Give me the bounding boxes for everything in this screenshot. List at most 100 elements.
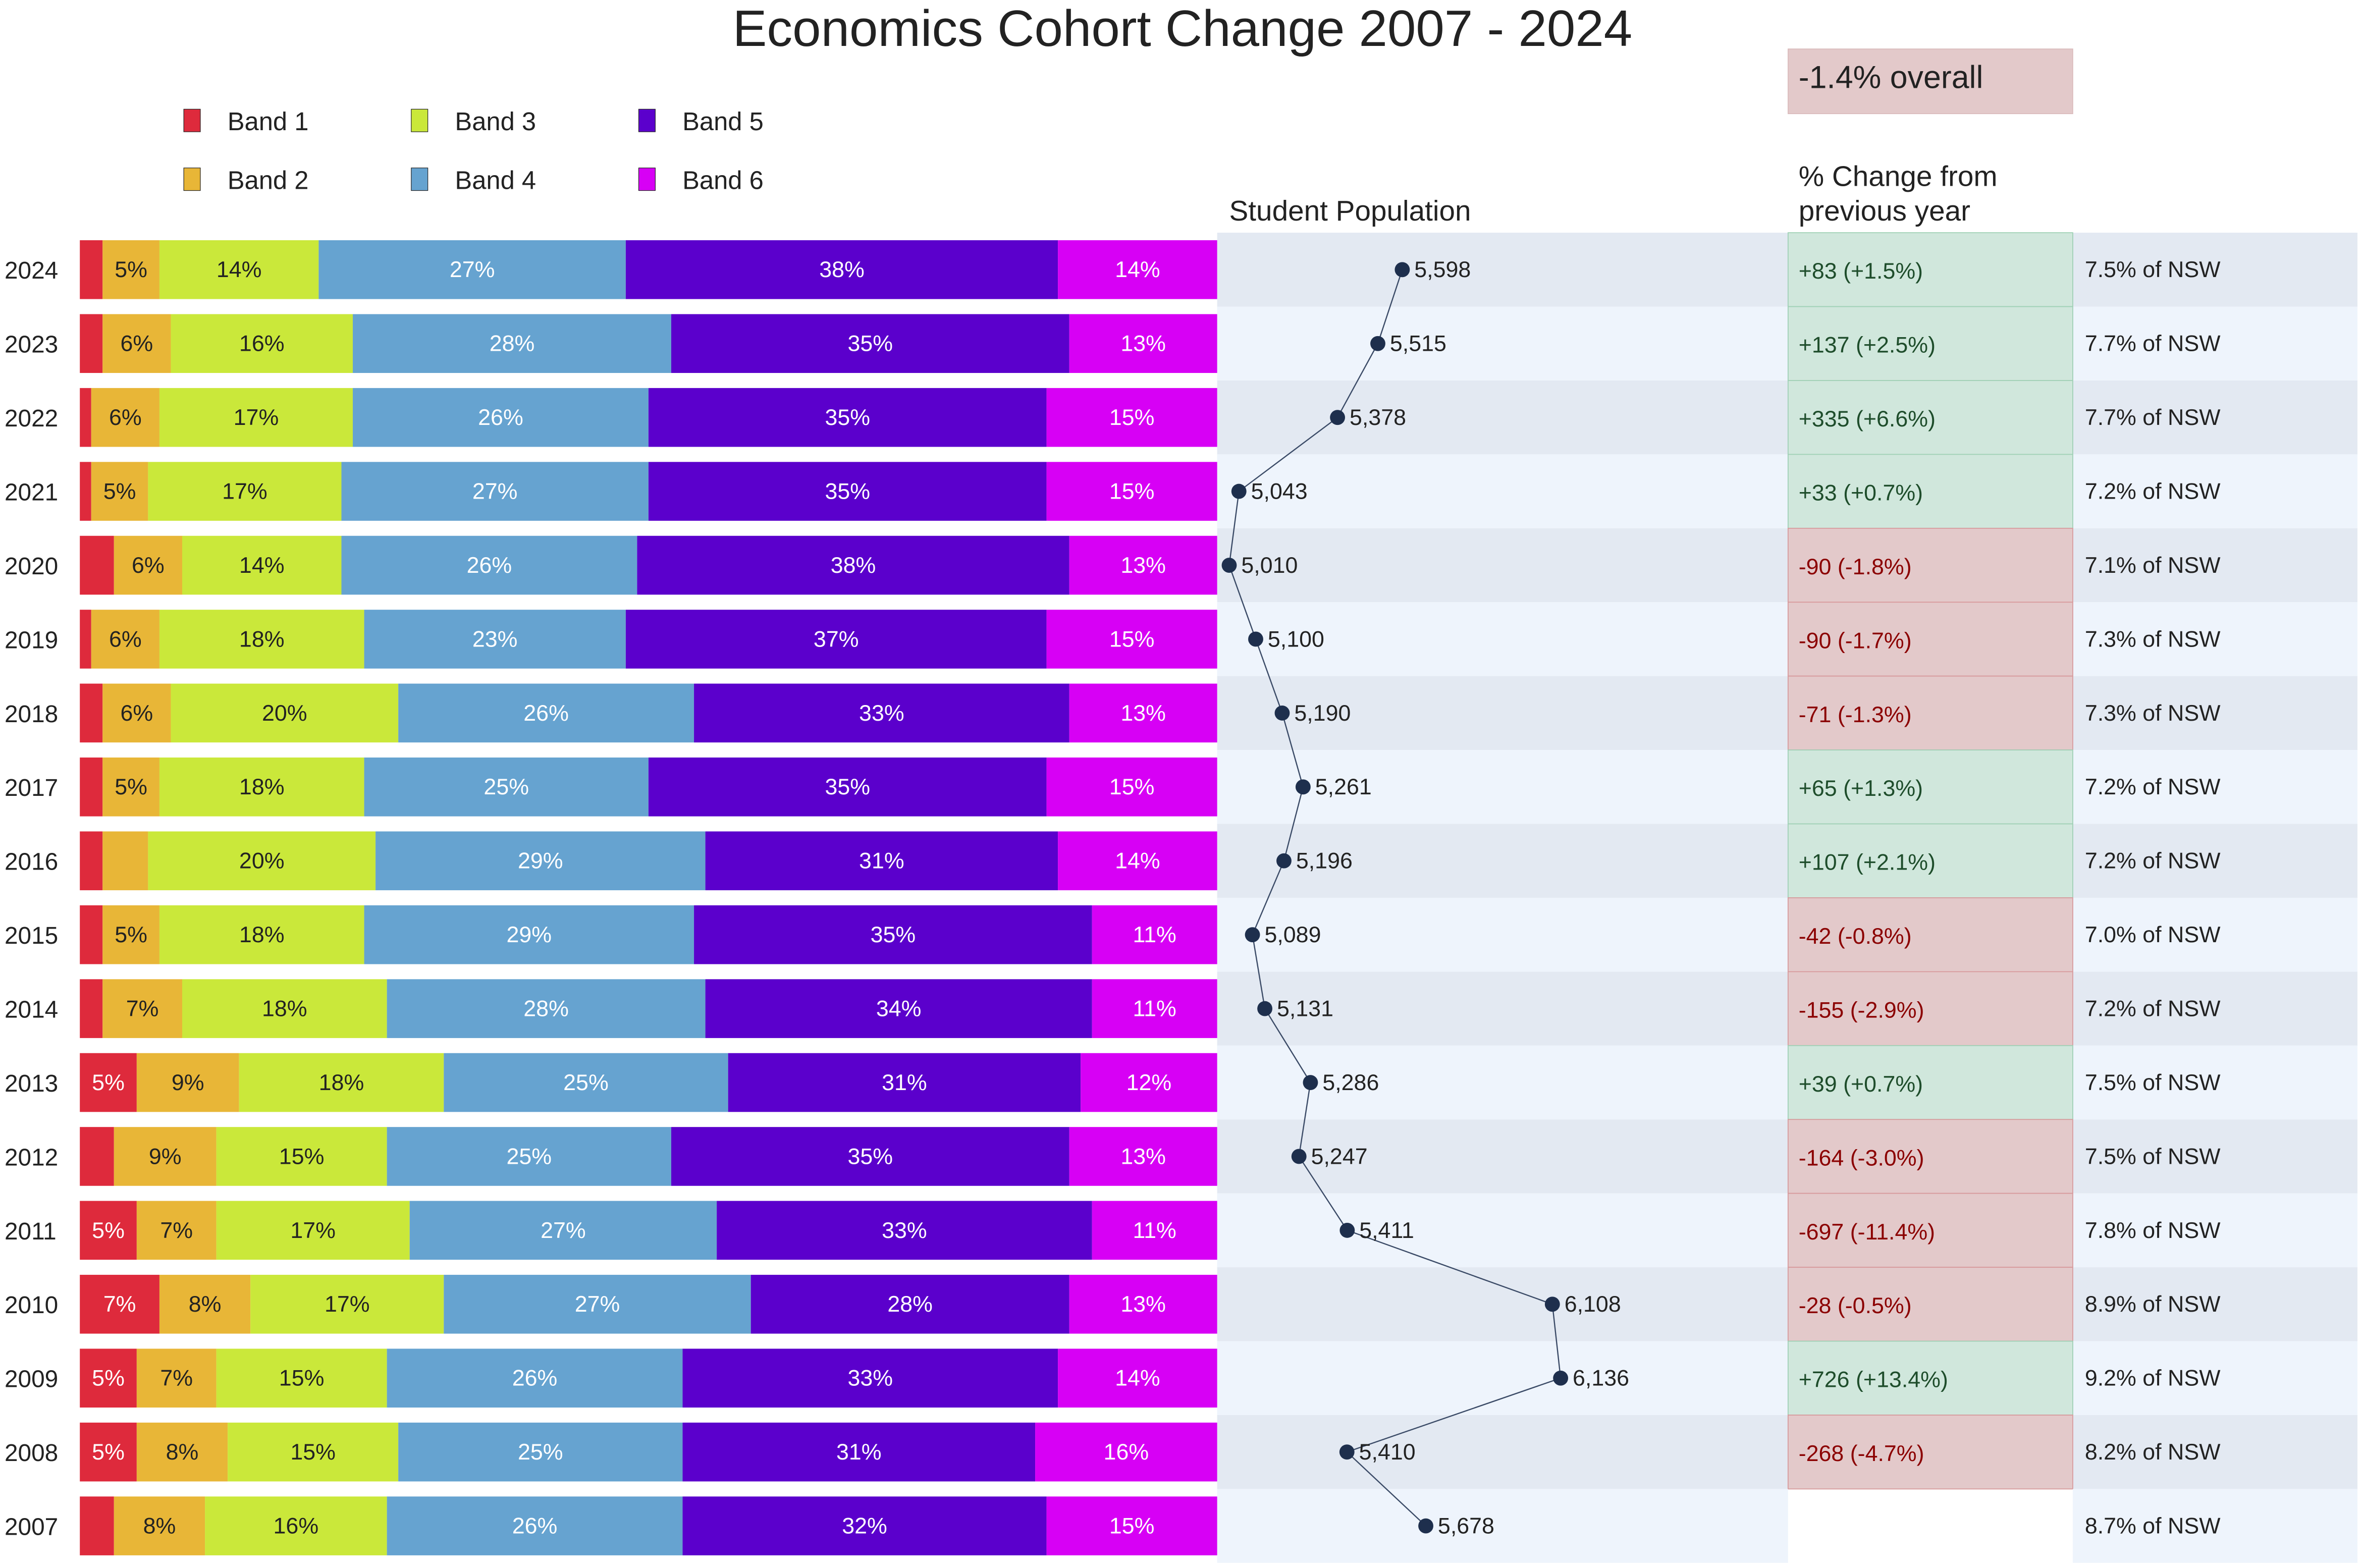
change-label: -90 (-1.8%): [1799, 554, 1912, 579]
bar-segment-band-5: [625, 610, 1047, 669]
population-cell: [1217, 233, 1788, 307]
bar-segment-band-5: [682, 1348, 1058, 1408]
bar-segment-band-2: [102, 905, 159, 964]
change-cell: [1787, 1193, 2073, 1268]
year-label: 2013: [5, 1070, 58, 1097]
bar-label-band-2: 5%: [115, 257, 147, 282]
bar-label-band-3: 18%: [239, 922, 285, 947]
legend-swatch-band-5: [638, 109, 656, 132]
bar-segment-band-4: [398, 683, 694, 743]
bar-segment-band-2: [91, 610, 159, 669]
nsw-share-label: 8.7% of NSW: [2085, 1513, 2221, 1539]
bar-segment-band-2: [114, 1127, 217, 1186]
population-label: 5,010: [1241, 553, 1298, 578]
bar-segment-band-5: [648, 462, 1047, 521]
population-point: [1276, 853, 1292, 869]
bar-label-band-2: 9%: [172, 1070, 204, 1095]
bar-segment-band-3: [216, 1348, 387, 1408]
population-cell: [1217, 1045, 1788, 1120]
bar-label-band-3: 14%: [217, 257, 262, 282]
bar-label-band-2: 8%: [189, 1291, 222, 1317]
bar-segment-band-3: [148, 462, 342, 521]
year-label: 2017: [5, 775, 58, 801]
bar-segment-band-1: [80, 758, 103, 817]
bar-segment-band-5: [625, 240, 1058, 299]
bar-label-band-2: 7%: [160, 1218, 193, 1243]
bar-segment-band-3: [216, 1201, 410, 1260]
bar-label-band-5: 34%: [876, 996, 922, 1021]
change-label: +107 (+2.1%): [1799, 850, 1936, 875]
bar-segment-band-1: [80, 314, 103, 373]
bar-label-band-3: 17%: [234, 405, 279, 430]
bar-label-band-6: 13%: [1120, 331, 1166, 356]
bar-segment-band-4: [444, 1053, 728, 1112]
bar-segment-band-6: [1046, 1496, 1217, 1555]
year-label: 2016: [5, 849, 58, 876]
population-point: [1339, 1444, 1355, 1460]
bar-label-band-3: 18%: [262, 996, 307, 1021]
bar-segment-band-6: [1069, 535, 1217, 595]
bar-label-band-3: 14%: [239, 553, 285, 578]
nsw-share-label: 7.3% of NSW: [2085, 700, 2221, 726]
year-label: 2007: [5, 1514, 58, 1541]
nsw-cell: [2072, 528, 2358, 603]
bar-label-band-6: 15%: [1109, 479, 1155, 504]
nsw-share-label: 7.2% of NSW: [2085, 479, 2221, 504]
change-label: +726 (+13.4%): [1799, 1367, 1948, 1392]
bar-segment-band-2: [136, 1053, 239, 1112]
year-label: 2021: [5, 479, 58, 506]
change-header-line1: % Change from: [1799, 161, 1998, 193]
bar-label-band-6: 14%: [1115, 257, 1160, 282]
change-label: -71 (-1.3%): [1799, 702, 1912, 727]
chart-title: Economics Cohort Change 2007 - 2024: [733, 0, 1632, 57]
population-label: 6,136: [1573, 1366, 1629, 1391]
bar-label-band-4: 26%: [523, 700, 569, 726]
population-label: 5,261: [1315, 774, 1372, 799]
bar-label-band-2: 5%: [115, 774, 147, 799]
bar-label-band-4: 27%: [541, 1218, 586, 1243]
nsw-cell: [2072, 602, 2358, 676]
population-label: 5,247: [1311, 1144, 1368, 1169]
bar-label-band-5: 35%: [825, 405, 870, 430]
population-point: [1257, 1001, 1272, 1016]
change-header-line2: previous year: [1799, 195, 1970, 227]
bar-label-band-1: 5%: [92, 1439, 125, 1465]
bar-segment-band-1: [80, 240, 103, 299]
bar-segment-band-6: [1058, 1348, 1217, 1408]
nsw-cell: [2072, 1119, 2358, 1194]
bar-label-band-5: 33%: [882, 1218, 927, 1243]
bar-label-band-3: 16%: [239, 331, 285, 356]
bar-label-band-3: 17%: [222, 479, 267, 504]
population-label: 5,190: [1294, 700, 1351, 726]
nsw-cell: [2072, 1489, 2358, 1563]
bar-label-band-4: 25%: [518, 1439, 563, 1465]
bar-segment-band-6: [1069, 314, 1217, 373]
population-cell: [1217, 897, 1788, 972]
table-row: +726 (+13.4%) 9.2% of NSW 2009 5% 7% 15% 26% 33…: [5, 1340, 2358, 1416]
population-cell: [1217, 1267, 1788, 1341]
change-label: +335 (+6.6%): [1799, 406, 1936, 431]
population-label: 5,286: [1322, 1070, 1379, 1095]
bar-label-band-4: 26%: [512, 1513, 558, 1539]
bar-segment-band-1: [80, 388, 91, 447]
bar-label-band-2: 5%: [103, 479, 136, 504]
bar-label-band-6: 13%: [1120, 1291, 1166, 1317]
change-cell: [1787, 306, 2073, 381]
population-point: [1303, 1075, 1318, 1090]
bar-label-band-4: 23%: [472, 626, 518, 652]
population-point: [1544, 1296, 1560, 1312]
bar-label-band-4: 26%: [512, 1366, 558, 1391]
bar-segment-band-4: [353, 314, 671, 373]
bar-segment-band-5: [671, 314, 1069, 373]
bar-label-band-4: 27%: [575, 1291, 620, 1317]
change-label: +137 (+2.5%): [1799, 333, 1936, 358]
legend-swatch-band-1: [183, 109, 201, 132]
bar-segment-band-4: [341, 535, 637, 595]
bar-label-band-6: 12%: [1126, 1070, 1172, 1095]
nsw-share-label: 7.3% of NSW: [2085, 626, 2221, 652]
bar-segment-band-2: [91, 462, 148, 521]
change-label: -697 (-11.4%): [1799, 1219, 1935, 1245]
year-label: 2014: [5, 997, 58, 1023]
bar-label-band-3: 20%: [262, 700, 307, 726]
bar-label-band-4: 27%: [450, 257, 495, 282]
